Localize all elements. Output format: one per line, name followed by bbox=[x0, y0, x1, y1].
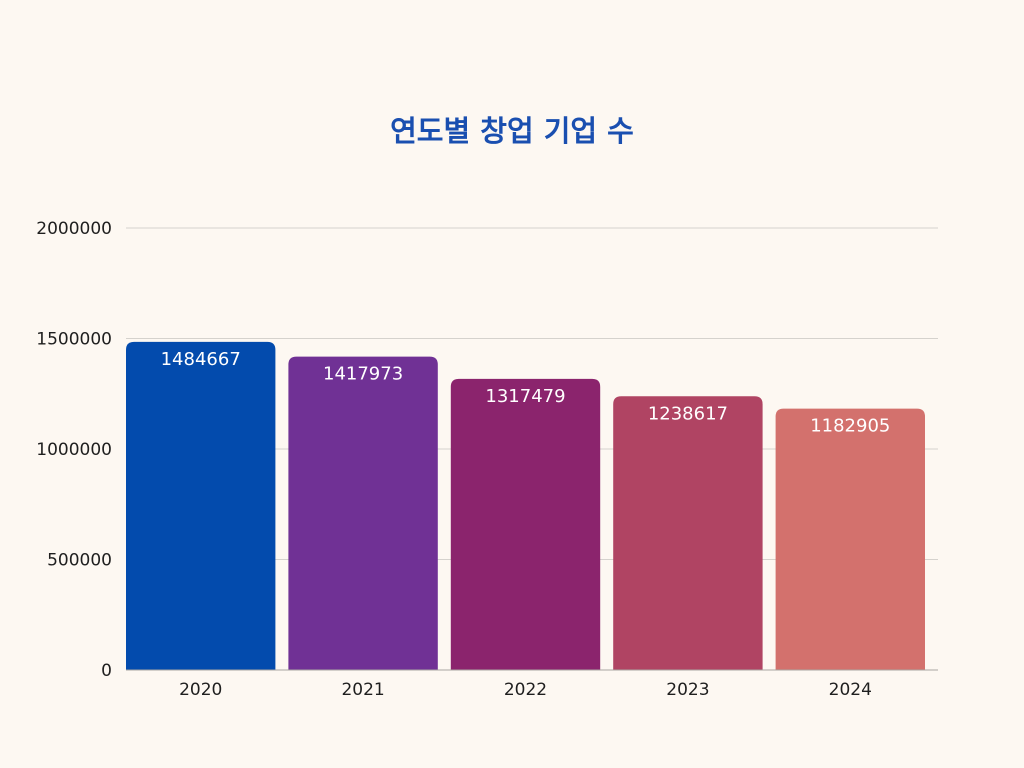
data-label-2021: 1417973 bbox=[323, 364, 403, 385]
chart-title: 연도별 창업 기업 수 bbox=[390, 114, 634, 148]
y-tick-label: 1500000 bbox=[36, 330, 112, 350]
bar-2023 bbox=[613, 396, 763, 670]
bar-2022 bbox=[450, 378, 601, 670]
y-tick-label: 1000000 bbox=[36, 440, 112, 460]
x-tick-label-2022: 2022 bbox=[504, 680, 547, 700]
bar-2024 bbox=[775, 408, 925, 670]
bar-2021 bbox=[288, 356, 438, 670]
data-label-2020: 1484667 bbox=[161, 349, 241, 370]
data-label-2023: 1238617 bbox=[648, 403, 728, 424]
x-tick-label-2023: 2023 bbox=[666, 680, 709, 700]
x-tick-label-2020: 2020 bbox=[179, 680, 222, 700]
y-tick-label: 500000 bbox=[47, 551, 112, 571]
bars bbox=[126, 341, 925, 670]
bar-2020 bbox=[126, 341, 276, 670]
x-tick-label-2024: 2024 bbox=[829, 680, 872, 700]
data-label-2024: 1182905 bbox=[810, 416, 890, 437]
x-axis-ticks: 2020 2021 2022 2023 2024 bbox=[179, 680, 872, 700]
data-label-2022: 1317479 bbox=[485, 386, 565, 407]
data-labels: 1484667 1417973 1317479 1238617 1182905 bbox=[161, 349, 891, 437]
y-axis-ticks: 0 500000 1000000 1500000 2000000 bbox=[36, 219, 112, 681]
y-tick-label: 2000000 bbox=[36, 219, 112, 239]
y-tick-label: 0 bbox=[101, 661, 112, 681]
x-tick-label-2021: 2021 bbox=[341, 680, 384, 700]
